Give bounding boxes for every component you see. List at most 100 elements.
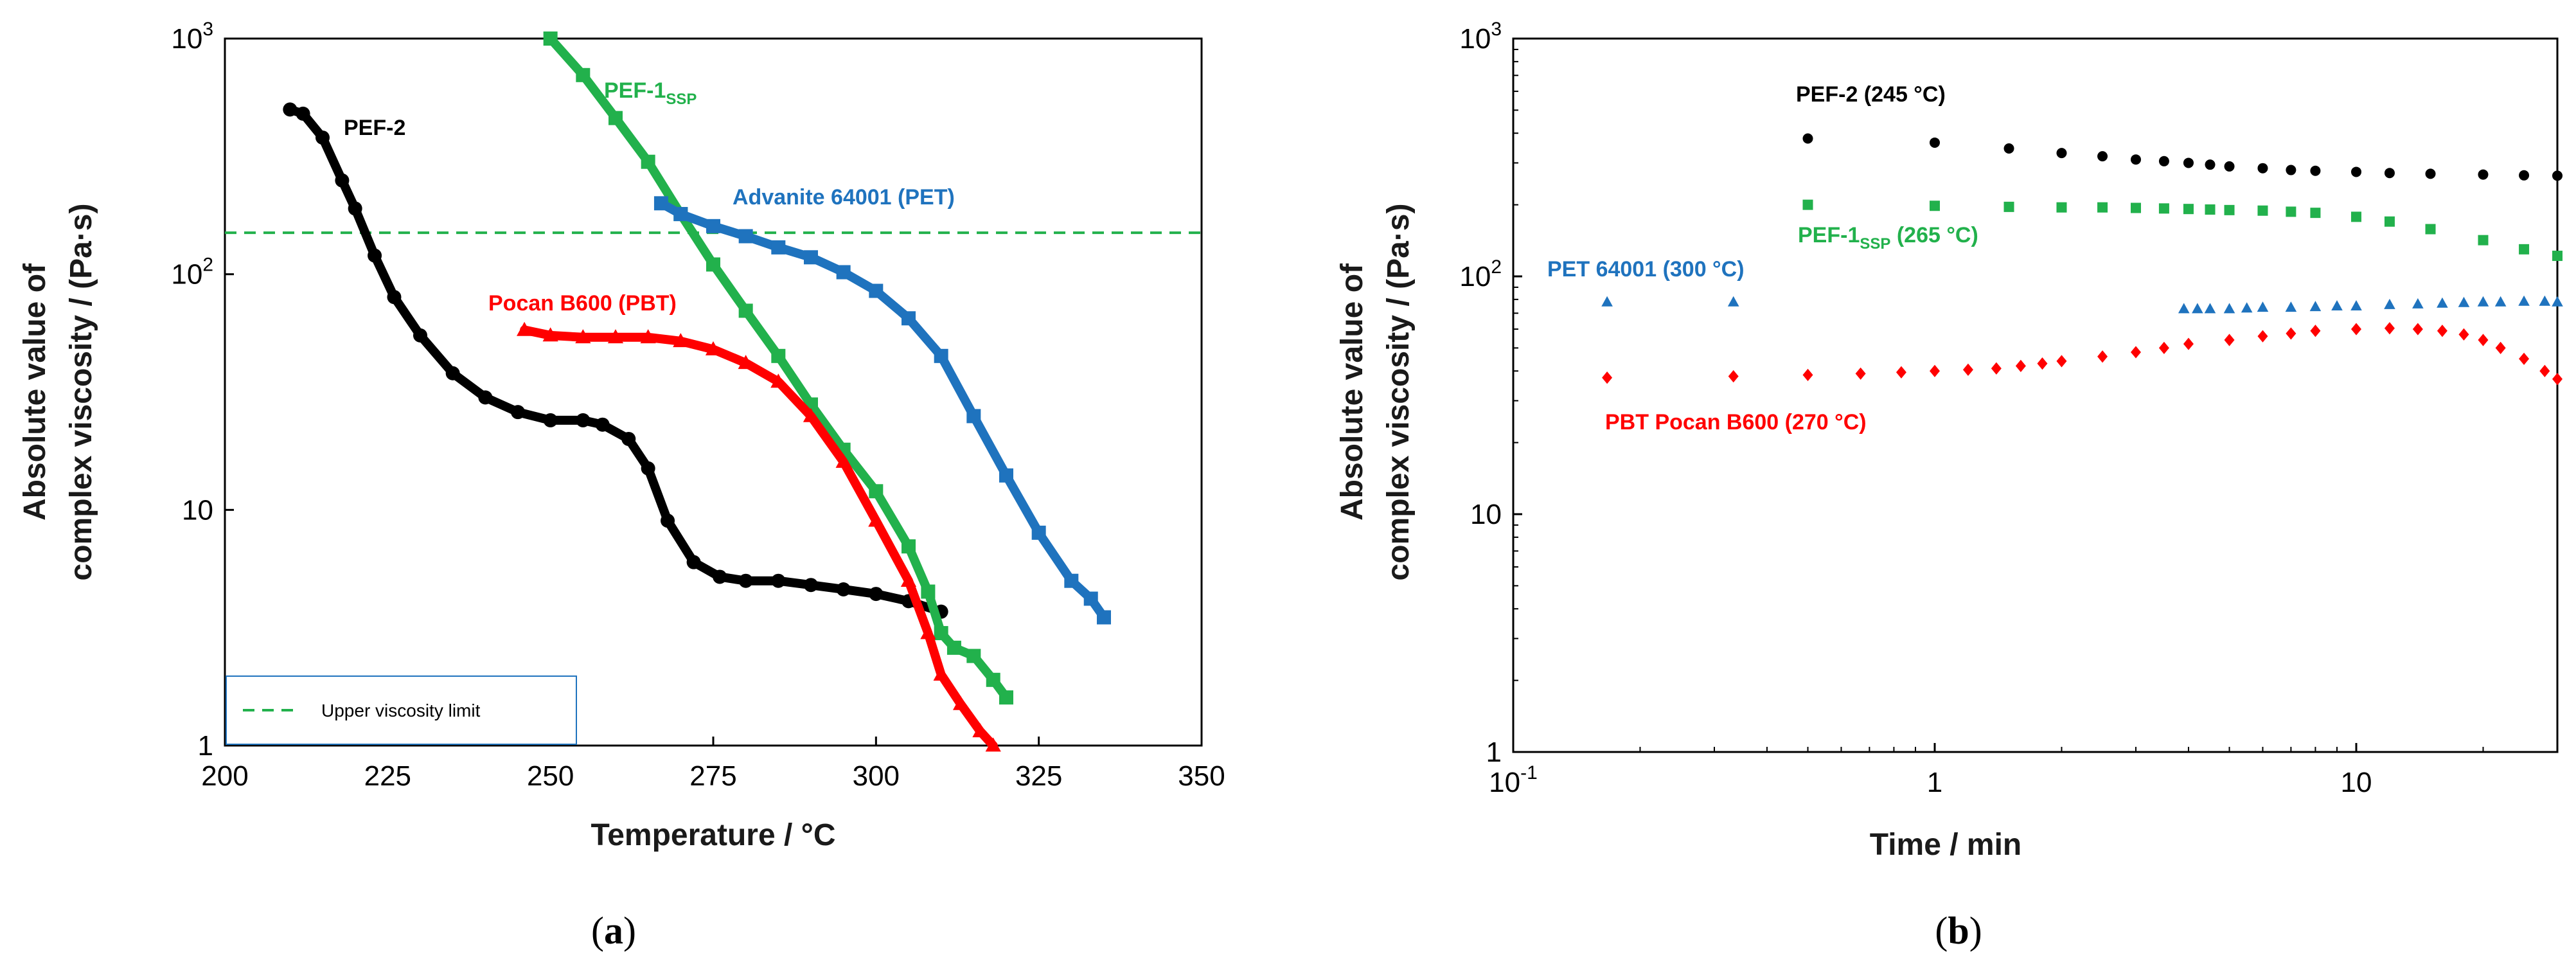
data-point	[2519, 244, 2530, 255]
data-point	[2205, 204, 2216, 215]
data-point	[2310, 165, 2321, 176]
x-tick-label: 1	[1927, 767, 1942, 798]
data-point	[2158, 203, 2169, 214]
data-point	[836, 582, 851, 596]
data-point	[771, 240, 786, 255]
data-point	[2412, 323, 2423, 335]
data-point	[2257, 163, 2268, 174]
data-point	[2458, 328, 2469, 341]
data-point	[1930, 137, 1941, 148]
data-point	[1962, 363, 1973, 376]
data-point	[999, 690, 1013, 705]
x-tick-label: 10	[2341, 767, 2372, 798]
data-point	[1602, 371, 1613, 384]
data-point	[348, 201, 362, 216]
legend: Upper viscosity limit	[226, 675, 577, 745]
panel-b-y-axis-title-line2: complex viscosity / (Pa·s)	[1381, 204, 1416, 581]
data-point	[2183, 157, 2194, 168]
series-pef-2-245-c	[1802, 133, 2563, 181]
data-point	[543, 413, 558, 427]
x-tick-label: 225	[364, 760, 411, 792]
series-label-pef-1ssp: PEF-1SSP	[604, 78, 697, 108]
data-point	[738, 229, 753, 244]
y-tick-label: 10	[1470, 499, 1502, 530]
data-point	[1991, 362, 2002, 375]
panel-b-plot-area	[1512, 37, 2559, 753]
panel-a-y-axis-title-line2: complex viscosity / (Pa·s)	[64, 204, 98, 581]
data-point	[2224, 204, 2235, 215]
data-point	[608, 111, 623, 125]
data-point	[2097, 350, 2108, 363]
series-label-advanite-64001-pet: Advanite 64001 (PET)	[733, 185, 955, 210]
data-point	[1728, 370, 1739, 383]
data-point	[2015, 359, 2026, 372]
series-label-pef-2: PEF-2	[344, 116, 405, 140]
data-point	[1855, 367, 1866, 380]
data-point	[1896, 366, 1906, 379]
data-point	[2183, 337, 2194, 350]
data-point	[653, 196, 668, 211]
data-point	[2384, 168, 2395, 179]
data-point	[542, 327, 558, 342]
data-point	[738, 355, 754, 370]
x-tick-label: 300	[853, 760, 900, 792]
x-tick-label: 10-1	[1489, 762, 1538, 798]
data-point	[706, 219, 720, 233]
data-point	[283, 102, 298, 117]
data-point	[2437, 325, 2447, 337]
data-point	[2351, 211, 2362, 222]
data-point	[576, 67, 591, 82]
data-point	[335, 173, 350, 188]
data-point	[640, 329, 656, 344]
series-label-pet-64001-300c: PET 64001 (300 °C)	[1547, 257, 1745, 282]
data-point	[2552, 373, 2563, 386]
data-point	[2097, 202, 2108, 213]
data-point	[902, 311, 916, 326]
series-pef-1ssp	[543, 31, 1013, 705]
data-point	[2331, 300, 2343, 311]
data-point	[921, 584, 936, 599]
y-tick-label: 1	[1486, 737, 1502, 768]
x-tick-label: 325	[1015, 760, 1062, 792]
y-tick-label: 103	[171, 19, 213, 55]
data-point	[2478, 334, 2489, 346]
data-point	[2205, 159, 2216, 170]
data-point	[296, 106, 310, 121]
data-point	[2552, 296, 2563, 307]
data-point	[543, 31, 558, 46]
data-point	[869, 283, 884, 298]
x-tick-label: 275	[689, 760, 736, 792]
data-point	[575, 329, 591, 344]
data-point	[673, 207, 688, 222]
data-point	[2097, 151, 2108, 162]
data-point	[2425, 168, 2436, 179]
data-point	[1930, 364, 1941, 377]
data-point	[1031, 525, 1046, 540]
data-point	[2519, 352, 2530, 365]
series-pet-64001-300-c	[1601, 295, 2563, 314]
data-point	[2286, 165, 2296, 175]
series-pbt-pocan-b600-270-c	[1602, 322, 2563, 386]
data-point	[771, 573, 786, 588]
y-tick-label: 102	[1459, 256, 1502, 292]
x-tick-label: 200	[201, 760, 248, 792]
data-point	[2384, 298, 2395, 309]
data-point	[2518, 295, 2530, 306]
data-point	[2425, 224, 2436, 235]
data-point	[985, 737, 1001, 752]
data-point	[1083, 591, 1098, 606]
data-point	[641, 154, 655, 169]
data-point	[738, 303, 753, 318]
data-point	[2310, 208, 2321, 219]
data-point	[966, 649, 981, 663]
data-point	[804, 250, 818, 265]
data-point	[934, 348, 948, 363]
data-point	[2037, 357, 2048, 370]
data-point	[803, 407, 819, 422]
data-point	[972, 723, 988, 738]
data-point	[2351, 166, 2362, 177]
data-point	[2224, 161, 2235, 172]
data-point	[902, 539, 916, 554]
series-pef-2	[283, 102, 948, 619]
